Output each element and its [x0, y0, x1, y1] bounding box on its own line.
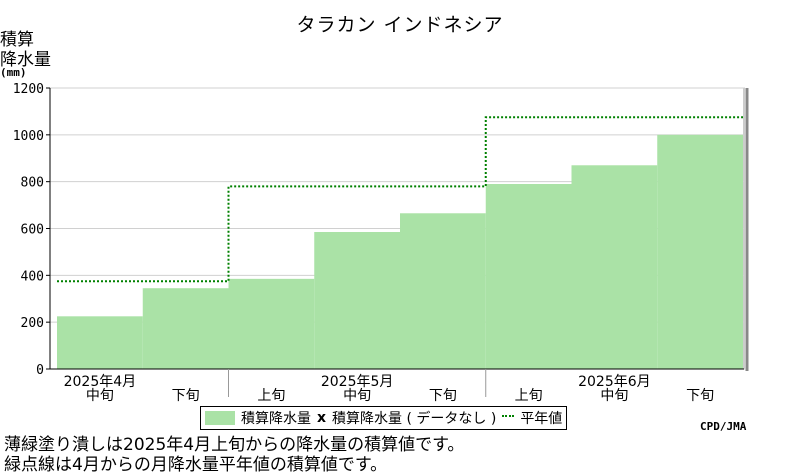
chart-title: タラカン インドネシア	[296, 14, 504, 36]
note-line-2: 緑点線は4月からの月降水量平年値の積算値です。	[4, 455, 388, 475]
legend-swatch-line	[502, 415, 515, 417]
note-line-1: 薄緑塗り潰しは2025年4月上旬からの降水量の積算値です。	[4, 435, 465, 455]
x-period-label: 中旬	[343, 388, 371, 404]
y-tick-label: 800	[21, 176, 44, 191]
bar-period-7	[657, 134, 743, 369]
legend-bars-label: 積算降水量	[241, 411, 311, 427]
x-period-label: 下旬	[686, 388, 714, 404]
legend-nodata-marker: x	[317, 410, 327, 426]
bar-period-4	[400, 213, 486, 369]
bar-period-5	[485, 184, 572, 369]
y-tick-label: 600	[21, 223, 44, 238]
x-period-label: 上旬	[515, 388, 543, 404]
y-tick-label: 200	[21, 316, 44, 331]
x-period-label: 中旬	[600, 388, 628, 404]
legend: 積算降水量 x 積算降水量 ( データなし ) 平年値	[200, 406, 568, 430]
normal-line	[57, 116, 743, 283]
x-month-label: 2025年6月	[578, 374, 651, 390]
y-tick-label: 0	[36, 363, 44, 378]
y-axis-label-line2: 降水量	[0, 50, 51, 70]
x-period-label: 下旬	[429, 388, 457, 404]
y-tick-label: 1000	[13, 129, 44, 144]
bar-period-2	[228, 278, 315, 369]
legend-swatch-bars	[205, 411, 235, 425]
x-period-label: 上旬	[257, 388, 285, 404]
x-month-label: 2025年5月	[321, 374, 394, 390]
bar-period-6	[571, 165, 658, 369]
y-tick-label: 400	[21, 269, 44, 284]
legend-nodata-label: 積算降水量 ( データなし )	[332, 411, 497, 427]
x-month-label: 2025年4月	[64, 374, 137, 390]
x-period-label: 下旬	[172, 388, 200, 404]
credit: CPD/JMA	[700, 420, 747, 433]
y-axis-label-line1: 積算	[0, 30, 34, 50]
legend-line-label: 平年値	[520, 411, 563, 427]
bar-period-1	[142, 288, 229, 369]
y-axis-unit: (mm)	[0, 66, 27, 79]
bar-period-3	[314, 232, 400, 369]
bar-period-0	[57, 316, 143, 369]
y-tick-label: 1200	[13, 82, 44, 97]
x-period-label: 中旬	[86, 388, 114, 404]
